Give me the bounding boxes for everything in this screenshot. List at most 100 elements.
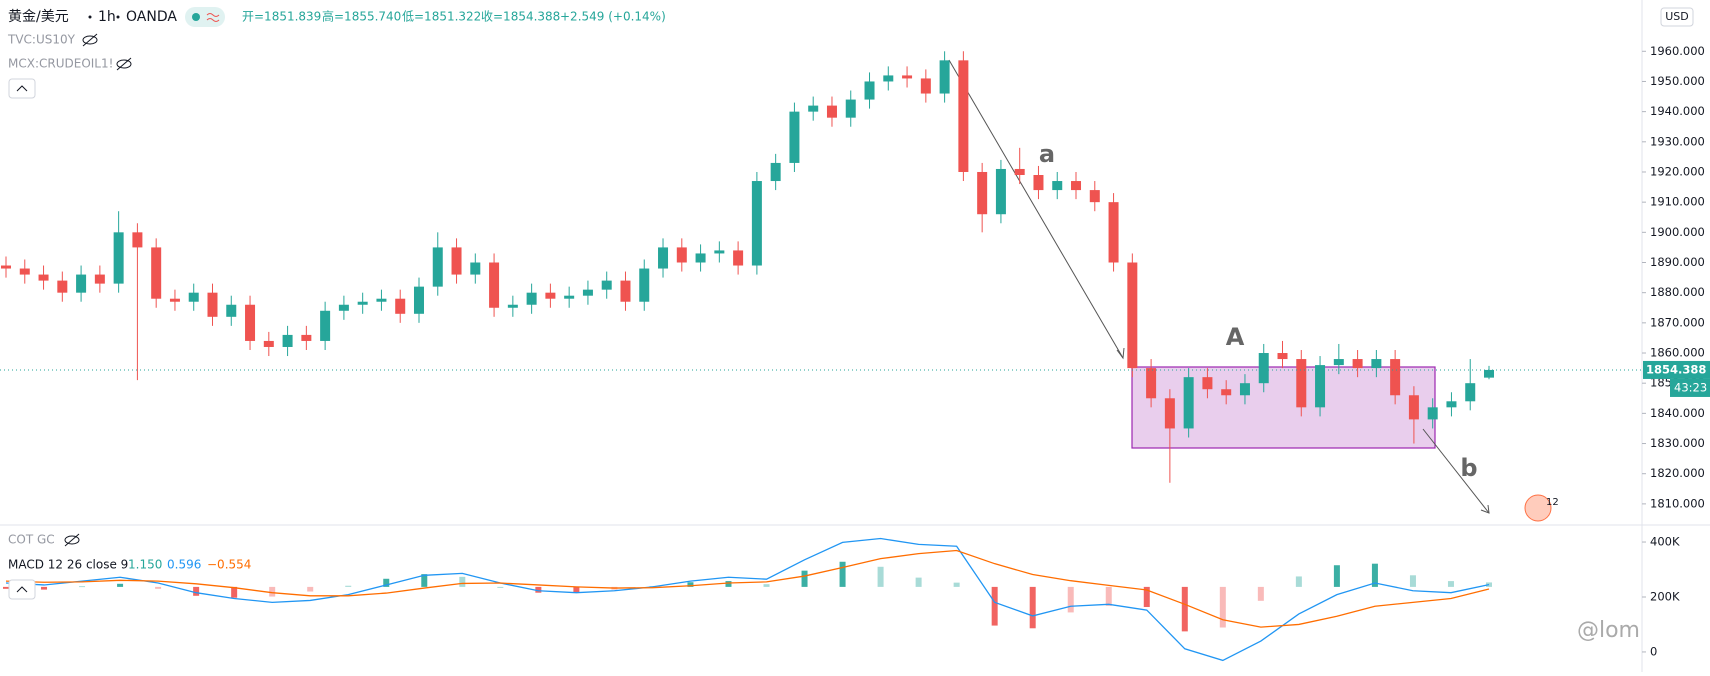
candle-body — [207, 292, 218, 317]
histogram-bar — [193, 586, 200, 596]
countdown-tag — [1670, 378, 1710, 397]
histogram-bar — [459, 576, 466, 587]
candle-body — [395, 298, 406, 314]
candle-body — [357, 301, 368, 305]
legend-value: 0.596 — [167, 558, 201, 572]
candle-body — [57, 280, 68, 293]
candle-body — [245, 304, 256, 341]
overlay-label: TVC:US10Y — [7, 33, 76, 47]
histogram-bar — [345, 585, 352, 587]
candle-body — [733, 250, 744, 266]
collapse-button[interactable] — [8, 579, 36, 600]
legend-value: 1.150 — [128, 558, 162, 572]
candle-body — [76, 274, 87, 293]
histogram-bar — [1143, 586, 1150, 608]
candle-body — [1484, 369, 1494, 378]
candle-body — [338, 304, 349, 311]
candle-body — [1390, 359, 1401, 396]
collapse-button[interactable] — [8, 78, 36, 99]
y-tick-label: 1880.000 — [1650, 285, 1705, 299]
histogram-bar — [839, 561, 846, 587]
candle-body — [1277, 353, 1288, 360]
candle-body — [1258, 353, 1269, 384]
status-pill[interactable] — [185, 7, 225, 27]
candle-body — [320, 310, 331, 341]
broker: OANDA — [126, 9, 177, 25]
candle-body — [958, 60, 969, 172]
y2-tick-label: 200K — [1650, 589, 1680, 603]
histogram-bar — [991, 586, 998, 626]
candle-body — [1014, 168, 1025, 175]
y-tick-label: 1820.000 — [1650, 466, 1705, 480]
candle-body — [1202, 377, 1213, 390]
header: 黄金/美元 1h OANDA 开=1851.839 高=1855.740 低=1… — [7, 7, 666, 99]
candle-body — [1033, 175, 1044, 191]
y2-tick-label: 0 — [1650, 644, 1657, 658]
eye-icon[interactable] — [116, 57, 132, 71]
candle-body — [301, 334, 312, 341]
macd-line — [5, 537, 1490, 662]
legend-value: −0.554 — [207, 558, 251, 572]
candle-body — [1371, 359, 1382, 369]
candle-body — [1221, 389, 1232, 396]
macd-line — [5, 549, 1490, 628]
ohlc-high: 高=1855.740 — [322, 9, 401, 24]
histogram-bar — [915, 577, 922, 587]
price-tag — [1643, 360, 1710, 379]
y-tick-label: 1860.000 — [1650, 346, 1705, 360]
ohlc-close: 收=1854.388 — [481, 10, 560, 24]
histogram-bar — [269, 586, 276, 597]
histogram-bar — [1333, 565, 1340, 587]
histogram-bar — [307, 586, 314, 592]
histogram-bar — [383, 578, 390, 587]
candle-body — [545, 292, 556, 299]
histogram-bar — [1029, 586, 1036, 629]
candle-body — [939, 60, 950, 94]
candle-body — [920, 78, 931, 94]
candle-body — [1183, 377, 1194, 429]
symbol: 黄金/美元 — [8, 8, 69, 25]
eye-icon[interactable] — [64, 533, 80, 547]
histogram-bar — [725, 581, 732, 587]
histogram-bar — [763, 584, 770, 587]
candle-body — [282, 334, 293, 347]
histogram-bar — [117, 583, 124, 587]
y-tick-label: 1910.000 — [1650, 195, 1705, 209]
candle-body — [1108, 202, 1119, 263]
candle-body — [601, 280, 612, 290]
histogram-bar — [155, 586, 162, 589]
arrows — [948, 59, 1490, 514]
arrow-b — [1422, 428, 1490, 514]
histogram-bar — [1219, 586, 1226, 628]
event-badge[interactable] — [1524, 494, 1552, 522]
histogram-bar — [3, 586, 9, 589]
histogram-bar — [1409, 575, 1416, 587]
y-tick-label: 1900.000 — [1650, 225, 1705, 239]
arrow-head — [1116, 347, 1125, 360]
eye-icon[interactable] — [82, 33, 98, 47]
candle-body — [639, 268, 650, 302]
study-label: COT GC — [8, 533, 55, 547]
candle-body — [582, 289, 593, 296]
candle-body — [1146, 368, 1157, 399]
candle-body — [864, 81, 875, 100]
candle-body — [845, 99, 856, 118]
candle-body — [1071, 181, 1082, 191]
currency-box[interactable] — [1660, 7, 1694, 27]
y-tick-label: 1960.000 — [1650, 44, 1705, 58]
candle-body — [451, 247, 462, 275]
currency: USD — [1665, 10, 1689, 23]
candle-body — [263, 340, 274, 347]
y-tick-label: 1890.000 — [1650, 255, 1705, 269]
histogram-bar — [79, 586, 86, 588]
zone-rectangle — [1131, 366, 1436, 449]
candle-body — [38, 274, 49, 281]
candle-body — [1333, 359, 1344, 366]
candle-body — [1, 265, 11, 269]
candle-body — [132, 232, 143, 248]
candle-body — [902, 75, 913, 79]
candle-body — [789, 111, 800, 163]
candle-body — [526, 292, 537, 305]
candle-body — [507, 304, 518, 308]
